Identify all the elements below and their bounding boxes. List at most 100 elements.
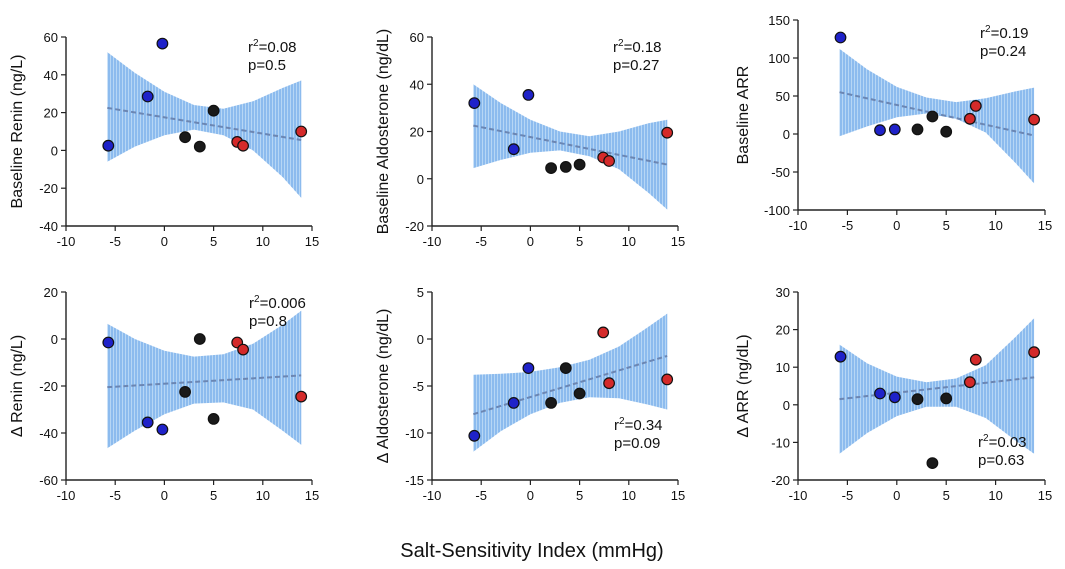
data-point-black <box>940 392 953 405</box>
data-point-red <box>969 99 982 112</box>
data-point-blue <box>888 123 901 136</box>
x-tick-label: 15 <box>1038 488 1052 503</box>
x-tick-label: 15 <box>671 234 685 249</box>
data-point-blue <box>141 416 154 429</box>
data-point-blue <box>156 423 169 436</box>
y-axis-title: Baseline Aldosterone (ng/dL) <box>375 29 392 234</box>
panel-delta-renin: -10 -5 0 5 10 15 -60 -40 -20 0 20 Δ Renin (ng/L) r2=… <box>9 285 319 503</box>
y-tick-label: 20 <box>410 125 424 140</box>
y-axis-title: Baseline Renin (ng/L) <box>9 55 26 209</box>
x-tick-label: 0 <box>161 488 168 503</box>
data-point-black <box>911 393 924 406</box>
data-point-blue <box>156 37 169 50</box>
x-tick-label: 0 <box>893 218 900 233</box>
data-point-red <box>964 376 976 389</box>
y-tick-label: 40 <box>410 77 424 92</box>
y-tick-label: -40 <box>39 219 58 234</box>
data-point-red <box>603 377 615 390</box>
y-tick-label: -40 <box>39 426 58 441</box>
y-tick-label: -20 <box>39 181 58 196</box>
data-point-black <box>193 333 206 345</box>
p-value-label: p=0.24 <box>980 43 1026 60</box>
y-tick-label: -5 <box>412 379 424 394</box>
data-point-red <box>969 353 982 366</box>
data-point-red <box>237 343 250 356</box>
confidence-band <box>839 318 1035 454</box>
x-tick-label: 5 <box>210 488 217 503</box>
data-point-blue <box>102 336 115 349</box>
y-tick-label: 150 <box>768 13 790 28</box>
data-point-blue <box>874 387 886 400</box>
y-tick-label: -20 <box>405 219 424 234</box>
trend-line <box>839 376 1035 401</box>
x-tick-label: 10 <box>988 488 1002 503</box>
x-tick-label: 10 <box>256 488 270 503</box>
trend-line <box>473 124 668 166</box>
data-point-black <box>926 110 939 123</box>
data-point-black <box>559 160 572 173</box>
p-value-label: p=0.5 <box>248 57 286 74</box>
data-point-black <box>911 123 924 136</box>
data-point-black <box>207 104 220 117</box>
shared-x-axis-title: Salt-Sensitivity Index (mmHg) <box>400 540 663 562</box>
x-tick-label: -5 <box>109 488 121 503</box>
y-tick-label: 40 <box>44 68 58 83</box>
p-value-label: p=0.09 <box>614 435 660 452</box>
trend-line <box>473 354 668 416</box>
y-axis-title: Δ Renin (ng/L) <box>9 335 26 437</box>
x-tick-label: 15 <box>305 234 319 249</box>
x-tick-label: 0 <box>527 234 534 249</box>
data-point-red <box>1028 346 1040 359</box>
r-squared-label: r2=0.03 <box>978 433 1027 451</box>
y-tick-label: 0 <box>417 172 424 187</box>
x-tick-label: -10 <box>57 234 76 249</box>
data-point-blue <box>834 350 847 363</box>
y-tick-label: -20 <box>771 473 790 488</box>
y-axis-title: Δ Aldosterone (ng/dL) <box>375 309 392 464</box>
confidence-band <box>473 84 668 210</box>
confidence-band <box>839 48 1035 184</box>
data-point-red <box>661 373 674 386</box>
x-tick-label: -10 <box>789 488 808 503</box>
data-point-blue <box>888 391 901 404</box>
data-point-blue <box>874 124 886 137</box>
x-tick-label: 15 <box>671 488 685 503</box>
x-tick-label: 0 <box>161 234 168 249</box>
x-tick-label: -10 <box>423 488 442 503</box>
r-squared-label: r2=0.34 <box>614 416 663 434</box>
data-point-black <box>559 362 572 375</box>
data-point-black <box>573 387 586 400</box>
x-tick-label: -5 <box>475 488 487 503</box>
trend-line <box>107 106 302 141</box>
y-tick-label: 0 <box>417 332 424 347</box>
x-tick-label: -5 <box>109 234 121 249</box>
y-tick-label: -15 <box>405 473 424 488</box>
y-tick-label: 60 <box>410 30 424 45</box>
x-tick-label: 5 <box>943 218 950 233</box>
y-tick-label: 0 <box>51 143 58 158</box>
data-point-blue <box>522 362 535 375</box>
x-tick-label: -10 <box>57 488 76 503</box>
data-point-red <box>603 155 615 167</box>
panel-baseline-renin: -10 -5 0 5 10 15 -40 -20 0 20 40 60 Baseline Renin (… <box>9 30 319 249</box>
x-tick-label: 5 <box>576 234 583 249</box>
x-tick-label: 0 <box>893 488 900 503</box>
data-point-blue <box>141 90 154 103</box>
y-tick-label: -100 <box>764 203 790 218</box>
data-point-blue <box>522 88 535 101</box>
y-tick-label: 5 <box>417 285 424 300</box>
data-point-blue <box>468 429 481 442</box>
p-value-label: p=0.27 <box>613 57 659 74</box>
x-tick-label: 15 <box>305 488 319 503</box>
panel-baseline-aldosterone: -10 -5 0 5 10 15 -20 0 20 40 60 Baseline Aldosteron… <box>375 29 685 249</box>
data-point-black <box>545 397 557 409</box>
y-tick-label: -20 <box>39 379 58 394</box>
data-point-red <box>661 126 674 139</box>
x-tick-label: -10 <box>789 218 808 233</box>
data-point-red <box>1028 113 1040 126</box>
x-tick-label: 10 <box>622 488 636 503</box>
y-tick-label: 30 <box>776 285 790 300</box>
